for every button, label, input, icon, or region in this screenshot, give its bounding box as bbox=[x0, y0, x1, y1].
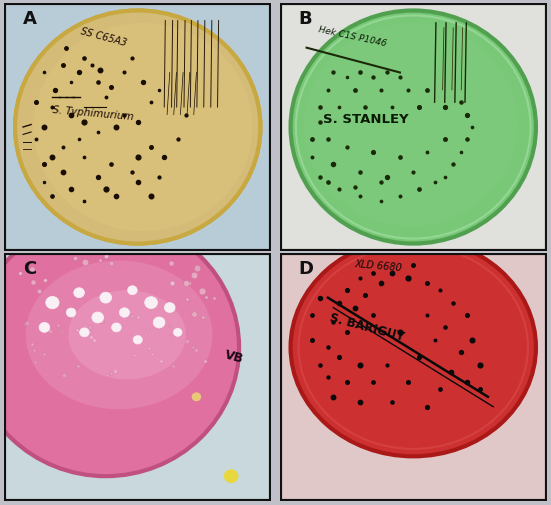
Circle shape bbox=[145, 297, 158, 309]
Ellipse shape bbox=[34, 24, 252, 232]
Text: XLD 6680: XLD 6680 bbox=[355, 259, 403, 273]
Ellipse shape bbox=[18, 14, 258, 242]
Ellipse shape bbox=[31, 26, 245, 229]
Circle shape bbox=[92, 313, 104, 323]
Text: Hek C1S P1046: Hek C1S P1046 bbox=[317, 25, 387, 48]
Circle shape bbox=[39, 323, 50, 333]
Text: VB: VB bbox=[223, 348, 245, 366]
Circle shape bbox=[153, 317, 165, 328]
Text: S. Typhimurium: S. Typhimurium bbox=[52, 106, 134, 122]
Text: S. BARIGUY: S. BARIGUY bbox=[328, 311, 406, 343]
Ellipse shape bbox=[290, 239, 536, 457]
Text: S. STANLEY: S. STANLEY bbox=[322, 113, 408, 126]
Ellipse shape bbox=[20, 16, 256, 240]
Ellipse shape bbox=[26, 22, 249, 233]
Circle shape bbox=[164, 303, 175, 313]
Ellipse shape bbox=[290, 12, 536, 244]
Ellipse shape bbox=[15, 12, 261, 244]
Circle shape bbox=[128, 286, 137, 295]
Text: C: C bbox=[23, 260, 36, 277]
Ellipse shape bbox=[68, 290, 186, 380]
Circle shape bbox=[46, 297, 59, 309]
Circle shape bbox=[66, 309, 76, 317]
Text: D: D bbox=[299, 260, 314, 277]
Text: B: B bbox=[299, 10, 312, 28]
Ellipse shape bbox=[15, 12, 261, 244]
Ellipse shape bbox=[0, 219, 239, 476]
Circle shape bbox=[74, 288, 84, 298]
Circle shape bbox=[79, 328, 89, 337]
Text: A: A bbox=[23, 10, 37, 28]
Circle shape bbox=[133, 336, 142, 344]
Circle shape bbox=[100, 292, 112, 304]
Circle shape bbox=[174, 329, 182, 337]
Circle shape bbox=[112, 323, 121, 332]
Ellipse shape bbox=[24, 20, 251, 235]
Ellipse shape bbox=[29, 24, 247, 231]
Ellipse shape bbox=[26, 261, 213, 410]
Ellipse shape bbox=[22, 18, 253, 238]
Text: SS C65A3: SS C65A3 bbox=[79, 26, 127, 48]
Circle shape bbox=[120, 308, 129, 318]
Circle shape bbox=[192, 392, 201, 401]
Ellipse shape bbox=[304, 24, 517, 227]
Circle shape bbox=[224, 470, 237, 482]
